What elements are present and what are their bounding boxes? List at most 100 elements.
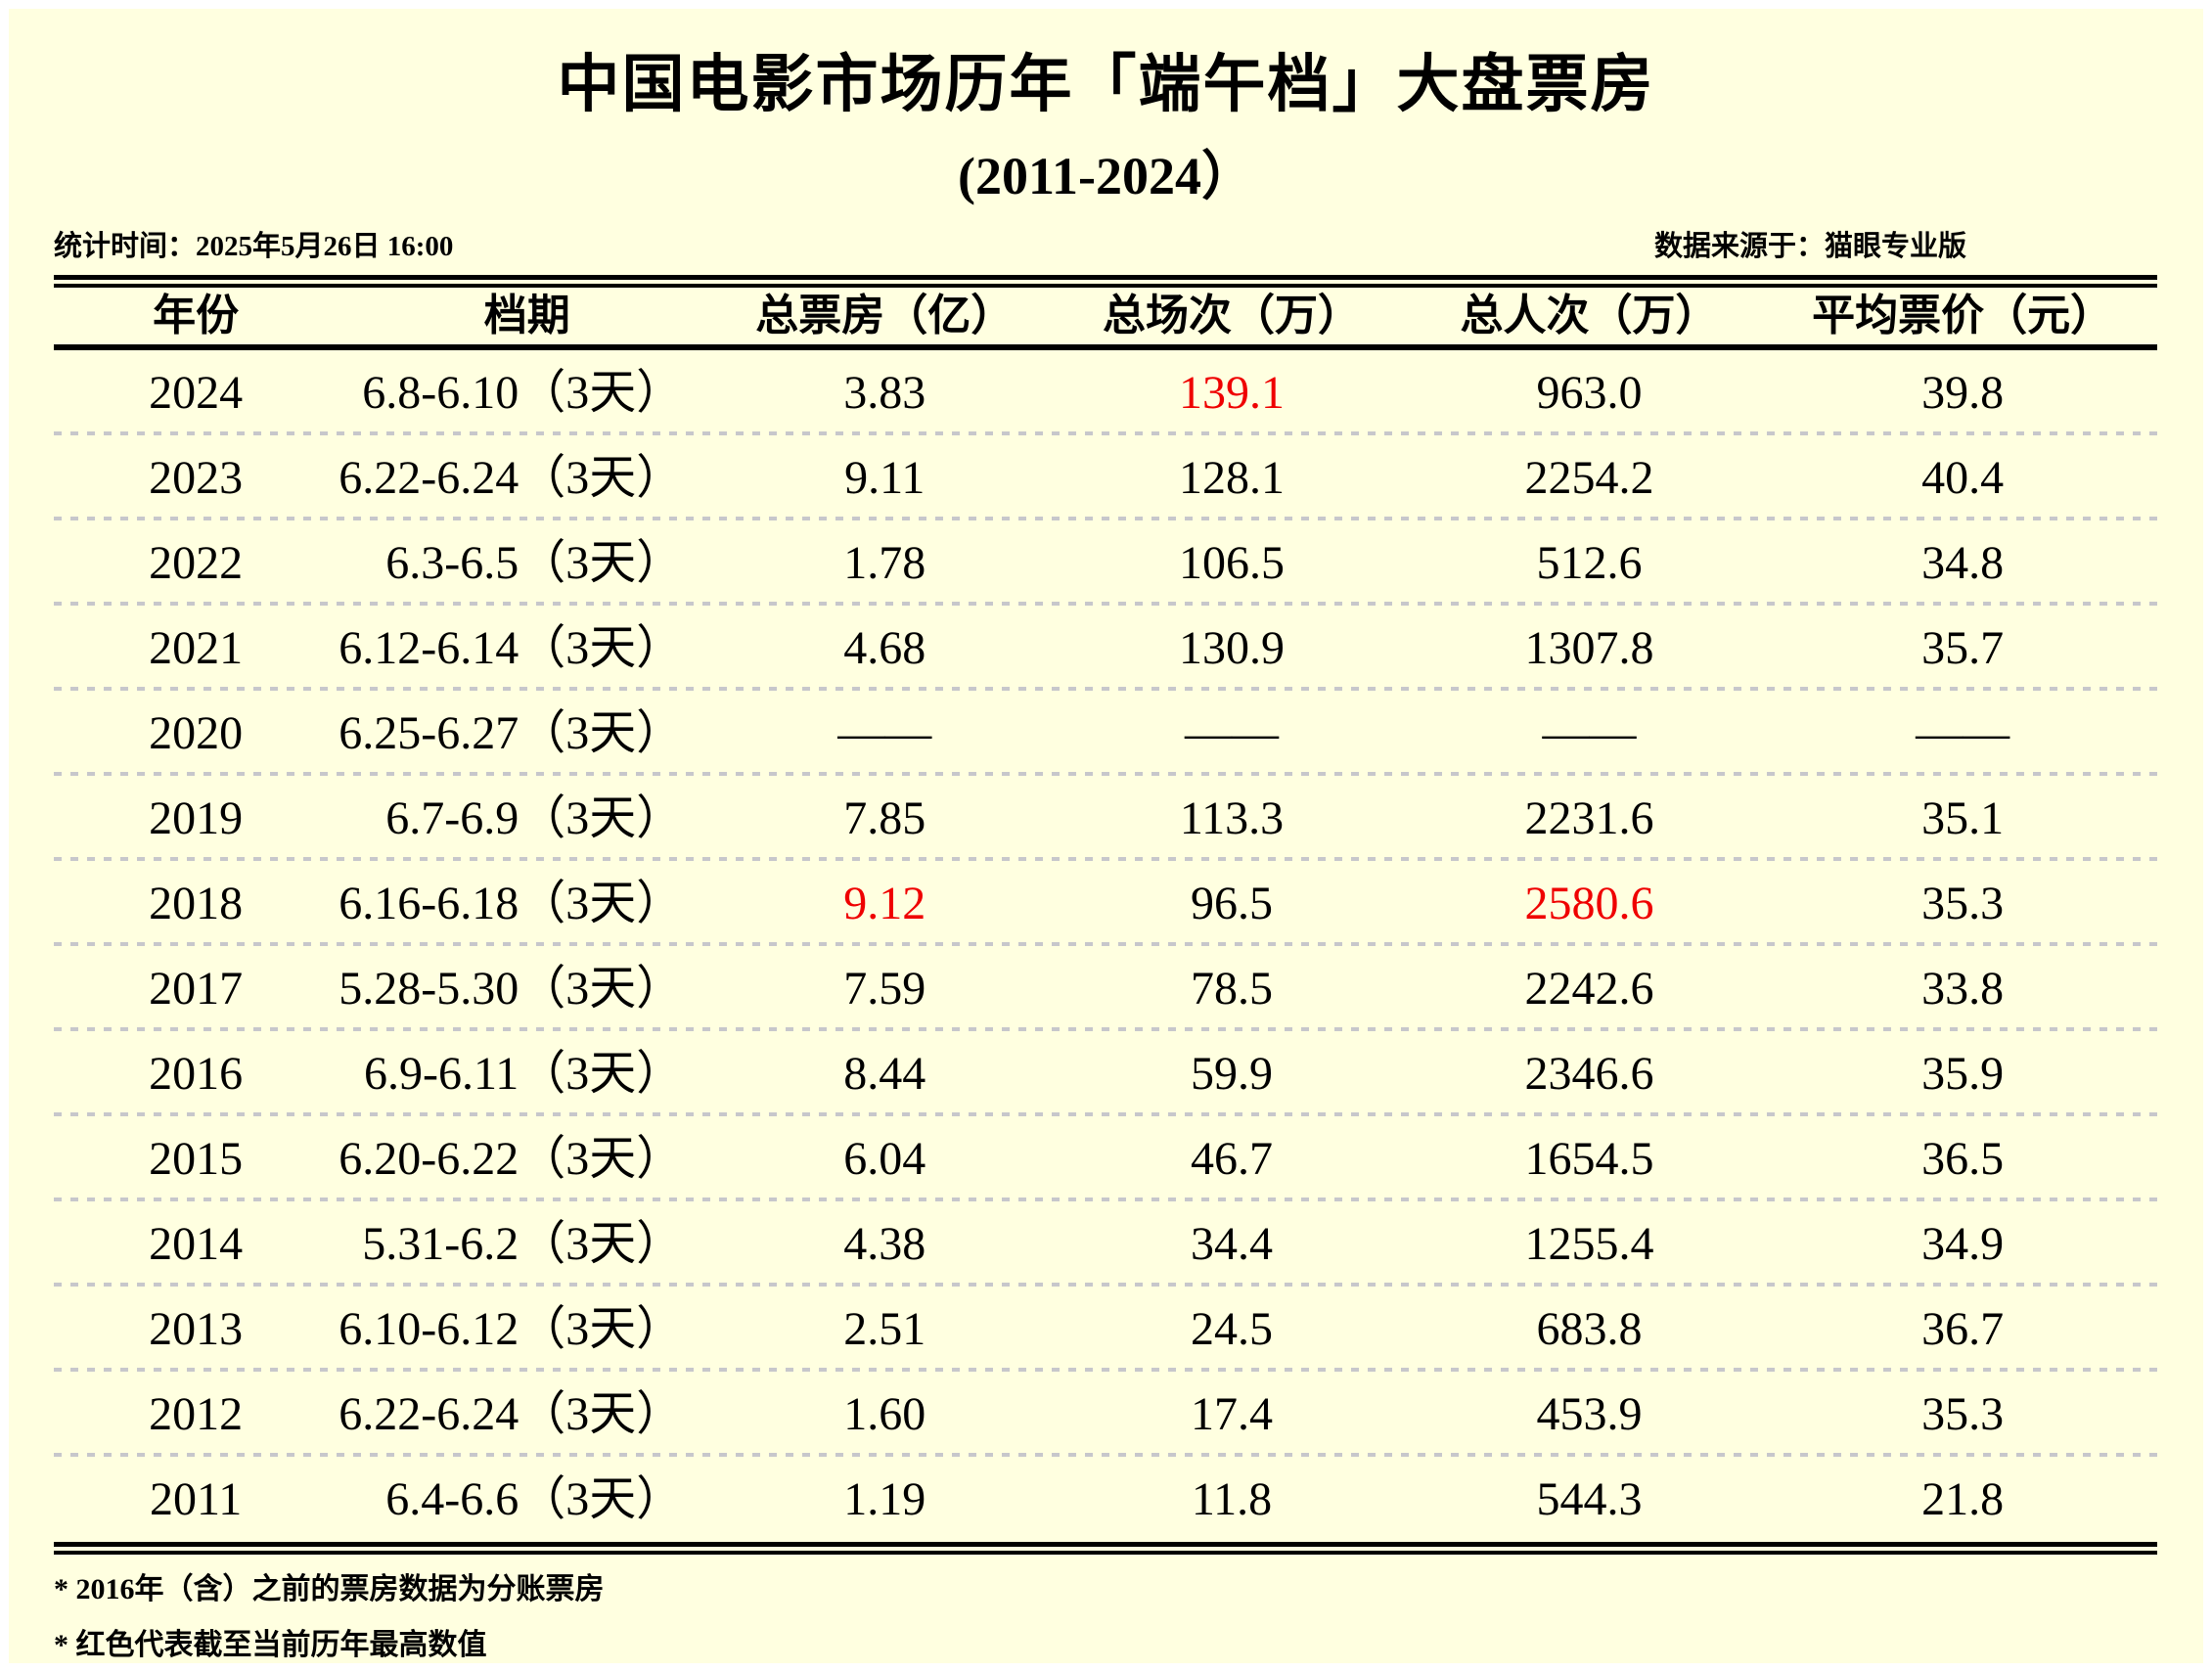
box-office-cell: 9.12 [843, 878, 926, 929]
footnote-split-revenue: * 2016年（含）之前的票房数据为分账票房 [54, 1573, 605, 1605]
period-cell: 6.3-6.5（3天） [385, 537, 684, 589]
year-cell: 2012 [149, 1388, 244, 1440]
year-cell: 2023 [149, 452, 244, 504]
col-header-year: 年份 [153, 292, 240, 339]
avg-price-cell: 40.4 [1921, 452, 2005, 504]
attendance-cell: 683.8 [1536, 1303, 1643, 1355]
box-office-cell: 9.11 [844, 452, 925, 504]
year-cell: 2019 [149, 792, 244, 844]
attendance-cell: 1654.5 [1524, 1133, 1654, 1185]
sessions-cell: 130.9 [1179, 622, 1285, 674]
period-cell: 5.28-5.30（3天） [339, 963, 684, 1015]
col-header-attendance: 总人次（万） [1460, 292, 1719, 339]
box-office-cell: 2.51 [843, 1303, 926, 1355]
sessions-cell: 78.5 [1191, 963, 1273, 1015]
table-row-2018: 2018 6.16-6.18（3天） 9.12 96.5 2580.6 35.3 [54, 861, 2157, 946]
attendance-cell: 512.6 [1536, 537, 1643, 589]
stat-time-label: 统计时间：2025年5月26日 16:00 [54, 231, 454, 262]
sessions-cell: 34.4 [1191, 1218, 1273, 1270]
avg-price-cell: 35.3 [1921, 1388, 2005, 1440]
year-cell: 2017 [149, 963, 244, 1015]
avg-price-cell: 35.3 [1921, 878, 2005, 929]
period-cell: 6.8-6.10（3天） [362, 367, 684, 419]
year-cell: 2014 [149, 1218, 244, 1270]
avg-price-cell: 35.7 [1921, 622, 2005, 674]
attendance-cell: 2580.6 [1524, 878, 1654, 929]
box-office-cell: 4.68 [843, 622, 926, 674]
avg-price-cell: 35.1 [1921, 792, 2005, 844]
avg-price-cell: 34.8 [1921, 537, 2005, 589]
sessions-cell: 128.1 [1179, 452, 1285, 504]
data-source-label: 数据来源于：猫眼专业版 [1653, 231, 1966, 262]
avg-price-cell: 36.5 [1921, 1133, 2005, 1185]
table-row-2016: 2016 6.9-6.11（3天） 8.44 59.9 2346.6 35.9 [54, 1031, 2157, 1116]
period-cell: 6.25-6.27（3天） [339, 707, 684, 759]
year-cell: 2016 [149, 1048, 244, 1100]
box-office-cell: 4.38 [843, 1218, 926, 1270]
attendance-cell: 544.3 [1536, 1473, 1643, 1525]
sessions-cell: 113.3 [1179, 792, 1285, 844]
avg-price-cell: 21.8 [1921, 1473, 2005, 1525]
sessions-cell: —— [1185, 707, 1279, 759]
attendance-cell: 1307.8 [1524, 622, 1654, 674]
box-office-cell: 7.59 [843, 963, 926, 1015]
page-title: 中国电影市场历年「端午档」大盘票房 [557, 50, 1655, 119]
period-cell: 6.16-6.18（3天） [339, 878, 684, 929]
col-header-period: 档期 [483, 292, 570, 339]
meta-row: 统计时间：2025年5月26日 16:00 数据来源于：猫眼专业版 [54, 225, 2158, 264]
period-cell: 6.22-6.24（3天） [339, 1388, 684, 1440]
period-cell: 6.9-6.11（3天） [364, 1048, 684, 1100]
period-cell: 6.12-6.14（3天） [339, 622, 684, 674]
avg-price-cell: —— [1916, 707, 2010, 759]
box-office-cell: 7.85 [843, 792, 926, 844]
box-office-cell: 1.19 [843, 1473, 926, 1525]
table-row-2015: 2015 6.20-6.22（3天） 6.04 46.7 1654.5 36.5 [54, 1116, 2157, 1201]
year-cell: 2021 [149, 622, 244, 674]
table-row-2022: 2022 6.3-6.5（3天） 1.78 106.5 512.6 34.8 [54, 520, 2157, 606]
sessions-cell: 24.5 [1191, 1303, 1273, 1355]
attendance-cell: 2346.6 [1524, 1048, 1654, 1100]
attendance-cell: 963.0 [1536, 367, 1643, 419]
period-cell: 6.22-6.24（3天） [339, 452, 684, 504]
year-cell: 2020 [149, 707, 244, 759]
box-office-cell: —— [837, 707, 932, 759]
attendance-cell: 453.9 [1536, 1388, 1643, 1440]
period-cell: 6.10-6.12（3天） [339, 1303, 684, 1355]
table-body: 2024 6.8-6.10（3天） 3.83 139.1 963.0 39.8 … [54, 350, 2157, 1542]
table-row-2017: 2017 5.28-5.30（3天） 7.59 78.5 2242.6 33.8 [54, 946, 2157, 1031]
box-office-cell: 1.78 [843, 537, 926, 589]
attendance-cell: 2231.6 [1524, 792, 1654, 844]
avg-price-cell: 39.8 [1921, 367, 2005, 419]
table-row-2013: 2013 6.10-6.12（3天） 2.51 24.5 683.8 36.7 [54, 1287, 2157, 1372]
sessions-cell: 106.5 [1179, 537, 1285, 589]
table-row-2024: 2024 6.8-6.10（3天） 3.83 139.1 963.0 39.8 [54, 350, 2157, 435]
table-bottom-rule [54, 1542, 2157, 1555]
attendance-cell: —— [1542, 707, 1637, 759]
table-header-row: 年份 档期 总票房（亿） 总场次（万） 总人次（万） 平均票价（元） [54, 288, 2157, 344]
period-cell: 6.20-6.22（3天） [339, 1133, 684, 1185]
col-header-avg-price: 平均票价（元） [1812, 292, 2114, 339]
box-office-cell: 8.44 [843, 1048, 926, 1100]
avg-price-cell: 35.9 [1921, 1048, 2005, 1100]
avg-price-cell: 33.8 [1921, 963, 2005, 1015]
col-header-sessions: 总场次（万） [1103, 292, 1361, 339]
box-office-cell: 1.60 [843, 1388, 926, 1440]
table-row-2019: 2019 6.7-6.9（3天） 7.85 113.3 2231.6 35.1 [54, 776, 2157, 861]
period-cell: 5.31-6.2（3天） [362, 1218, 684, 1270]
year-cell: 2024 [149, 367, 244, 419]
table-row-2021: 2021 6.12-6.14（3天） 4.68 130.9 1307.8 35.… [54, 606, 2157, 691]
sessions-cell: 96.5 [1191, 878, 1273, 929]
year-cell: 2018 [149, 878, 244, 929]
table-row-2012: 2012 6.22-6.24（3天） 1.60 17.4 453.9 35.3 [54, 1372, 2157, 1457]
table-header-rule [54, 344, 2157, 350]
attendance-cell: 1255.4 [1524, 1218, 1654, 1270]
box-office-cell: 3.83 [843, 367, 926, 419]
year-cell: 2011 [150, 1473, 243, 1525]
avg-price-cell: 34.9 [1921, 1218, 2005, 1270]
year-cell: 2015 [149, 1133, 244, 1185]
period-cell: 6.7-6.9（3天） [385, 792, 684, 844]
table-row-2011: 2011 6.4-6.6（3天） 1.19 11.8 544.3 21.8 [54, 1457, 2157, 1542]
attendance-cell: 2242.6 [1524, 963, 1654, 1015]
sessions-cell: 11.8 [1191, 1473, 1273, 1525]
col-header-box-office: 总票房（亿） [755, 292, 1015, 339]
